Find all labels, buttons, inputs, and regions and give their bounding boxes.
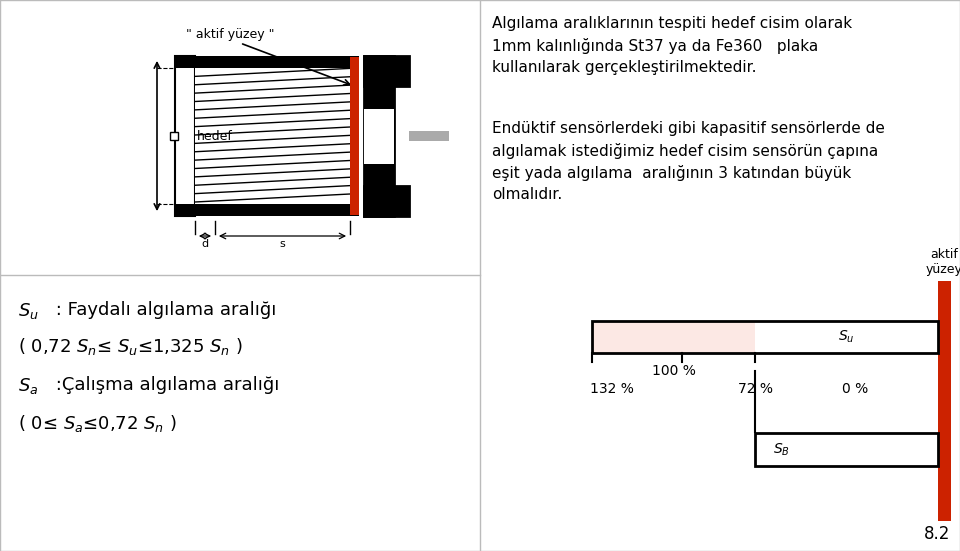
Bar (170, 132, 178, 140)
Text: 100 %: 100 % (652, 364, 695, 378)
Text: hedef: hedef (197, 129, 233, 143)
Bar (364, 56, 394, 216)
Bar (755, 433, 938, 466)
Bar (409, 131, 449, 141)
Text: ( 0≤ $S_a$≤0,72 $S_n$ ): ( 0≤ $S_a$≤0,72 $S_n$ ) (18, 413, 177, 434)
Bar (175, 56, 359, 68)
Text: Algılama aralıklarının tespiti hedef cisim olarak: Algılama aralıklarının tespiti hedef cis… (492, 16, 852, 31)
Text: Endüktif sensörlerdeki gibi kapasitif sensörlerde de: Endüktif sensörlerdeki gibi kapasitif se… (492, 121, 885, 136)
Text: kullanılarak gerçekleştirilmektedir.: kullanılarak gerçekleştirilmektedir. (492, 60, 756, 75)
Text: 0 %: 0 % (842, 382, 868, 396)
Text: s: s (279, 239, 285, 249)
Text: 8.2: 8.2 (924, 525, 950, 543)
Text: : Faydalı algılama aralığı: : Faydalı algılama aralığı (50, 301, 276, 319)
Text: algılamak istediğimiz hedef cisim sensörün çapına: algılamak istediğimiz hedef cisim sensör… (492, 143, 878, 159)
Text: $S_u$: $S_u$ (18, 301, 38, 321)
Bar (175, 56, 195, 216)
Bar (364, 186, 409, 216)
Text: olmalıdır.: olmalıdır. (492, 187, 563, 202)
Text: 72 %: 72 % (737, 382, 773, 396)
Text: $S_a$: $S_a$ (18, 376, 38, 396)
Text: ( 0,72 $S_n$≤ $S_u$≤1,325 $S_n$ ): ( 0,72 $S_n$≤ $S_u$≤1,325 $S_n$ ) (18, 336, 243, 357)
Text: eşit yada algılama  aralığının 3 katından büyük: eşit yada algılama aralığının 3 katından… (492, 165, 852, 181)
Text: aktif
yüzey: aktif yüzey (926, 248, 960, 276)
Bar (592, 321, 938, 353)
Bar (195, 68, 350, 204)
Bar (364, 56, 409, 86)
Text: " aktif yüzey ": " aktif yüzey " (185, 28, 275, 41)
Text: :Çalışma algılama aralığı: :Çalışma algılama aralığı (50, 376, 279, 394)
Bar (592, 321, 755, 353)
Text: 1mm kalınlığında St37 ya da Fe360   plaka: 1mm kalınlığında St37 ya da Fe360 plaka (492, 38, 818, 54)
Text: $S_u$: $S_u$ (838, 329, 854, 345)
Bar (364, 109, 394, 164)
Text: $S_B$: $S_B$ (773, 441, 790, 458)
Bar (175, 204, 359, 216)
Bar (938, 281, 951, 521)
Text: d: d (202, 239, 208, 249)
Bar (350, 57, 359, 215)
Text: 132 %: 132 % (590, 382, 634, 396)
